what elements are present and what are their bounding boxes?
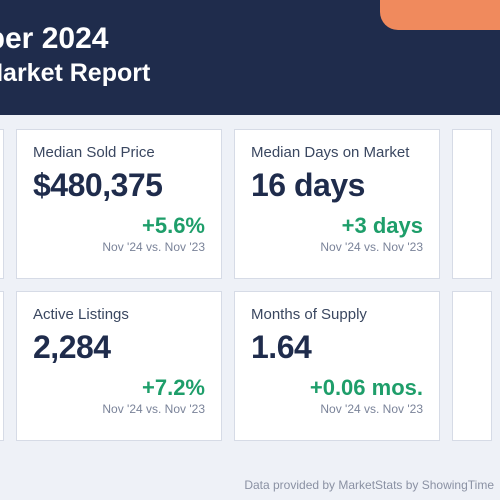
card-label: Median Days on Market	[251, 144, 423, 161]
report-page: mber 2024 g Market Report 6 3 Median Sol…	[0, 0, 500, 500]
card-label: Median Sold Price	[33, 144, 205, 161]
card-compare: Nov '24 vs. Nov '23	[33, 240, 205, 254]
card-compare: Nov '24 vs. Nov '23	[251, 240, 423, 254]
card-compare: Nov '24 vs. Nov '23	[251, 402, 423, 416]
report-header: mber 2024 g Market Report	[0, 0, 500, 115]
metric-card-stub-right-1	[452, 129, 492, 279]
card-label: Active Listings	[33, 306, 205, 323]
card-compare: Nov '24 vs. Nov '23	[33, 402, 205, 416]
card-delta: +0.06 mos.	[251, 376, 423, 400]
metric-card-months-supply: Months of Supply 1.64 +0.06 mos. Nov '24…	[234, 291, 440, 441]
metric-card-stub-2: 6 3	[0, 291, 4, 441]
card-value: $480,375	[33, 167, 205, 204]
card-delta: +7.2%	[33, 376, 205, 400]
card-value: 16 days	[251, 167, 423, 204]
data-attribution: Data provided by MarketStats by ShowingT…	[244, 478, 494, 492]
card-delta: +5.6%	[33, 214, 205, 238]
metric-card-stub-right-2	[452, 291, 492, 441]
metric-card-median-sold-price: Median Sold Price $480,375 +5.6% Nov '24…	[16, 129, 222, 279]
metric-card-stub-1: 6 3	[0, 129, 4, 279]
report-title-line2: g Market Report	[0, 57, 500, 90]
card-delta: +3 days	[251, 214, 423, 238]
metric-card-median-days: Median Days on Market 16 days +3 days No…	[234, 129, 440, 279]
header-accent-shape	[380, 0, 500, 30]
metrics-grid: 6 3 Median Sold Price $480,375 +5.6% Nov…	[0, 115, 500, 441]
card-value: 1.64	[251, 329, 423, 366]
metric-card-active-listings: Active Listings 2,284 +7.2% Nov '24 vs. …	[16, 291, 222, 441]
card-value: 2,284	[33, 329, 205, 366]
card-label: Months of Supply	[251, 306, 423, 323]
